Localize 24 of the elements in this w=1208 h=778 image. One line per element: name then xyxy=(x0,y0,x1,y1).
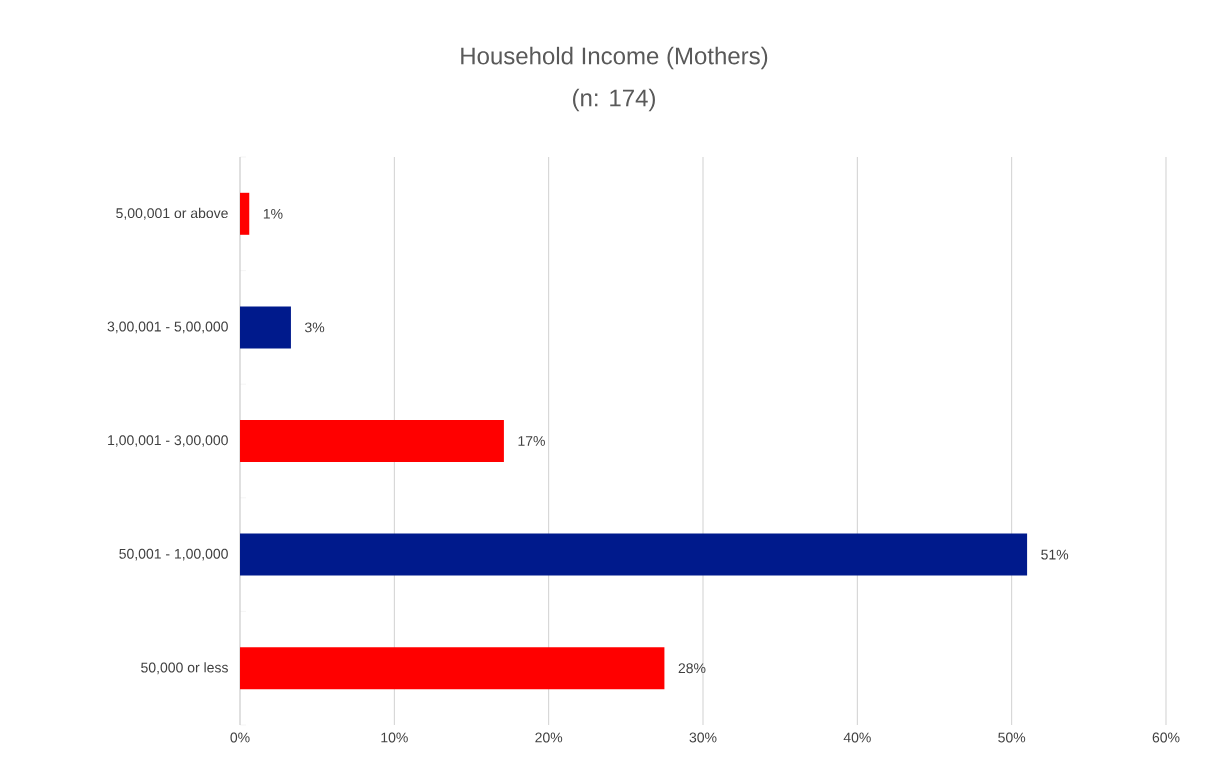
x-tick-label: 60% xyxy=(1152,732,1180,743)
x-tick-label: 40% xyxy=(843,732,871,743)
data-label: 51% xyxy=(1041,549,1069,560)
y-tick-label: 5,00,001 or above xyxy=(116,207,228,220)
bar xyxy=(240,647,665,690)
x-tick-label: 10% xyxy=(381,732,408,743)
data-label: 17% xyxy=(518,436,545,446)
x-tick-label: 30% xyxy=(689,732,717,743)
bar xyxy=(240,306,291,349)
bar xyxy=(240,420,504,462)
x-tick-label: 0% xyxy=(230,732,250,743)
data-label: 28% xyxy=(678,663,706,674)
x-tick-label: 20% xyxy=(535,732,563,743)
x-tick-label: 50% xyxy=(998,732,1026,743)
chart-subtitle: (n: 174) xyxy=(573,88,655,112)
y-tick-label: 50,001 - 1,00,000 xyxy=(119,548,228,561)
y-tick-label: 50,000 or less xyxy=(141,662,228,675)
bar xyxy=(240,192,250,235)
data-label: 3% xyxy=(305,322,325,333)
data-label: 1% xyxy=(263,208,283,219)
y-tick-label: 3,00,001 - 5,00,000 xyxy=(107,321,228,334)
bar xyxy=(240,533,1028,576)
chart-title: Household Income (Mothers) xyxy=(461,46,768,70)
y-tick-label: 1,00,001 - 3,00,000 xyxy=(108,435,228,447)
